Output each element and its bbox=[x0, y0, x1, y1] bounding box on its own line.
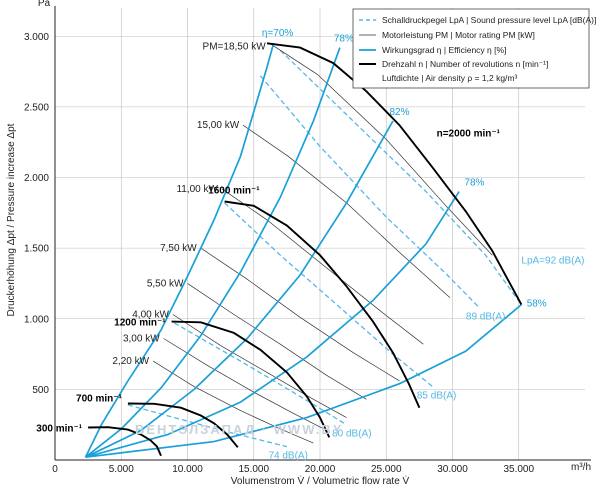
sound-label: LpA=92 dB(A) bbox=[521, 256, 584, 267]
x-tick-label: 5.000 bbox=[109, 464, 134, 475]
motor-curve bbox=[269, 43, 493, 256]
sound-curve bbox=[173, 322, 347, 426]
efficiency-label: 78% bbox=[464, 178, 484, 189]
efficiency-curve bbox=[85, 120, 394, 458]
sound-label: 85 dB(A) bbox=[417, 391, 456, 402]
sound-curve bbox=[224, 202, 434, 388]
x-tick-label: 30.000 bbox=[437, 464, 468, 475]
motor-label: 3,00 kW bbox=[123, 334, 160, 345]
y-tick-label: 1.500 bbox=[24, 244, 49, 255]
speed-label: 700 min⁻¹ bbox=[76, 394, 123, 405]
efficiency-curve bbox=[84, 43, 275, 458]
y-tick-label: 2.000 bbox=[24, 173, 49, 184]
x-axis-unit: m³/h bbox=[571, 462, 591, 473]
legend-label-density: Luftdichte | Air density ρ = 1,2 kg/m³ bbox=[382, 73, 517, 83]
sound-curve bbox=[259, 75, 480, 308]
legend-label-sound: Schalldruckpegel LpA | Sound pressure le… bbox=[382, 15, 596, 25]
x-tick-label: 10.000 bbox=[172, 464, 203, 475]
legend-label-rpm: Drehzahl n | Number of revolutions n [mi… bbox=[382, 59, 548, 69]
motor-label: 2,20 kW bbox=[112, 356, 149, 367]
motor-curve bbox=[200, 247, 400, 382]
curves-layer bbox=[84, 42, 523, 459]
sound-label: 89 dB(A) bbox=[466, 311, 505, 322]
speed-curve bbox=[224, 200, 421, 409]
motor-label: 15,00 kW bbox=[197, 120, 240, 131]
motor-curve bbox=[187, 283, 367, 400]
motor-label: 7,50 kW bbox=[160, 243, 197, 254]
motor-label: 4,00 kW bbox=[132, 310, 169, 321]
efficiency-label: η=70% bbox=[262, 28, 294, 39]
sound-curve bbox=[127, 404, 288, 448]
speed-label: 1200 min⁻¹ bbox=[114, 318, 166, 329]
speed-label: 1600 min⁻¹ bbox=[208, 186, 260, 197]
efficiency-curve bbox=[85, 303, 522, 459]
efficiency-label: 82% bbox=[389, 107, 409, 118]
sound-curve bbox=[279, 49, 522, 305]
speed-curve bbox=[127, 402, 239, 448]
speed-label: n=2000 min⁻¹ bbox=[437, 129, 501, 140]
efficiency-label: 78% bbox=[334, 34, 354, 45]
legend-label-efficiency: Wirkungsgrad η | Efficiency η [%] bbox=[382, 45, 506, 55]
x-tick-label: 20.000 bbox=[305, 464, 336, 475]
x-axis-title: Volumenstrom V̇ / Volumetric flow rate V… bbox=[231, 474, 410, 487]
labels-layer: 300 min⁻¹ 700 min⁻¹ 1200 min⁻¹ 1600 min⁻¹ n=… bbox=[36, 28, 584, 462]
efficiency-curve bbox=[85, 191, 460, 459]
y-tick-label: 500 bbox=[32, 385, 49, 396]
y-tick-label: 2.500 bbox=[24, 102, 49, 113]
axes-layer: 500 1.000 1.500 2.000 2.500 3.000 0 5.000 10.000… bbox=[24, 6, 591, 475]
speed-curve bbox=[266, 42, 523, 306]
y-axis-unit: Pa bbox=[38, 0, 51, 9]
motor-label: PM=18,50 kW bbox=[203, 41, 267, 52]
motor-label: 11,00 kW bbox=[176, 184, 218, 195]
x-tick-label: 35.000 bbox=[503, 464, 534, 475]
y-axis-title: Druckerhöhung Δpt / Pressure increase Δp… bbox=[6, 123, 17, 316]
sound-label: 80 dB(A) bbox=[332, 429, 371, 440]
sound-label: 74 dB(A) bbox=[268, 451, 307, 462]
motor-curve bbox=[221, 188, 424, 345]
y-tick-label: 1.000 bbox=[24, 314, 49, 325]
efficiency-label: 58% bbox=[527, 299, 547, 310]
legend-box bbox=[352, 8, 590, 89]
speed-curve bbox=[88, 426, 162, 457]
efficiency-curve bbox=[84, 47, 341, 458]
speed-curve bbox=[171, 320, 331, 438]
watermark: ВЕНТЭЛЗАПАД · WWW.BY bbox=[135, 422, 343, 437]
motor-curve bbox=[152, 360, 314, 444]
x-tick-label: 15.000 bbox=[238, 464, 269, 475]
motor-curve bbox=[172, 314, 347, 418]
motor-label: 5,50 kW bbox=[147, 278, 184, 289]
x-tick-label: 25.000 bbox=[371, 464, 402, 475]
y-tick-label: 3.000 bbox=[24, 32, 49, 43]
legend: Schalldruckpegel LpA | Sound pressure le… bbox=[352, 8, 596, 89]
legend-label-motor: Motorleistung PM | Motor rating PM [kW] bbox=[382, 30, 535, 40]
speed-label: 300 min⁻¹ bbox=[36, 424, 83, 435]
x-tick-label: 0 bbox=[52, 464, 58, 475]
